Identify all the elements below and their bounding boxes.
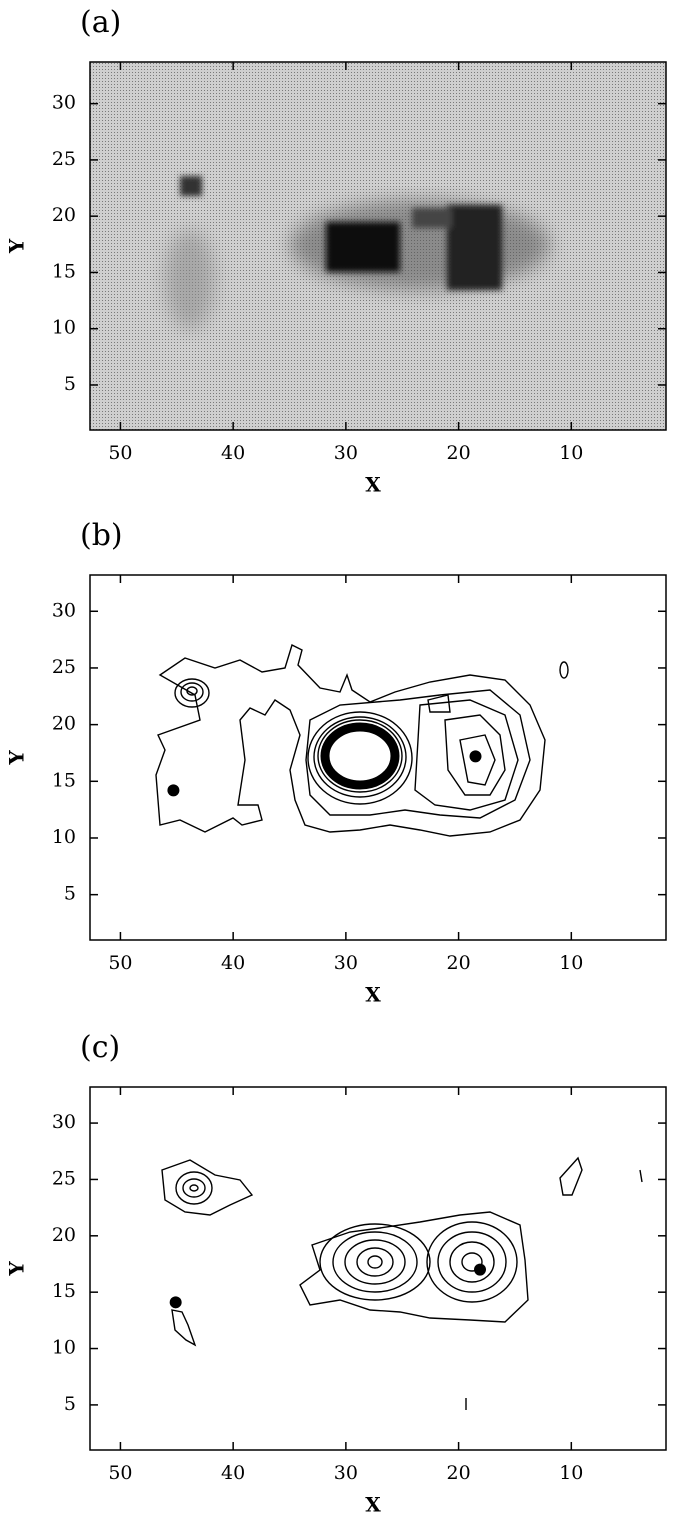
x-tick-label: 30	[334, 442, 358, 464]
x-tick-label: 30	[334, 1462, 358, 1484]
panel-label: (c)	[80, 1030, 120, 1065]
panel-label: (a)	[80, 5, 121, 40]
x-tick-label: 10	[559, 952, 583, 974]
y-tick-label: 5	[64, 883, 76, 905]
x-tick-label: 50	[108, 1462, 132, 1484]
x-tick-label: 20	[447, 442, 471, 464]
y-tick-label: 15	[52, 769, 76, 791]
y-tick-label: 30	[52, 1111, 76, 1133]
y-axis-label: Y	[5, 750, 29, 766]
x-tick-label: 50	[108, 442, 132, 464]
marker	[167, 784, 179, 796]
y-tick-label: 10	[52, 1337, 76, 1359]
y-tick-label: 5	[64, 1393, 76, 1415]
x-tick-label: 20	[447, 952, 471, 974]
x-tick-label: 10	[559, 1462, 583, 1484]
x-tick-label: 20	[447, 1462, 471, 1484]
image-field	[90, 62, 666, 430]
y-tick-label: 10	[52, 826, 76, 848]
x-tick-label: 40	[221, 952, 245, 974]
y-tick-label: 30	[52, 599, 76, 621]
panel-label: (b)	[80, 518, 123, 553]
y-axis-label: Y	[5, 1261, 29, 1277]
plot-frame	[90, 1087, 666, 1450]
y-tick-label: 25	[52, 1167, 76, 1189]
x-tick-label: 40	[221, 442, 245, 464]
y-tick-label: 20	[52, 204, 76, 226]
x-axis-label: X	[365, 1493, 381, 1516]
x-tick-label: 30	[334, 952, 358, 974]
y-tick-label: 20	[52, 713, 76, 735]
y-tick-label: 25	[52, 656, 76, 678]
y-tick-label: 20	[52, 1224, 76, 1246]
marker	[170, 1296, 182, 1308]
contours	[162, 1158, 642, 1410]
x-axis-label: X	[365, 473, 381, 497]
marker	[470, 750, 482, 762]
contours	[156, 645, 568, 836]
y-tick-label: 15	[52, 260, 76, 282]
x-axis-label: X	[365, 983, 381, 1007]
y-tick-label: 15	[52, 1280, 76, 1302]
x-tick-label: 40	[221, 1462, 245, 1484]
y-tick-label: 30	[52, 92, 76, 114]
y-tick-label: 25	[52, 148, 76, 170]
y-axis-label: Y	[5, 238, 29, 254]
x-tick-label: 50	[108, 952, 132, 974]
y-tick-label: 10	[52, 317, 76, 339]
figure: (a) X Y 50 40 30 20 10 5 10 15 20 25 30 (b) X Y 50 40 30 20 1…	[0, 0, 677, 1516]
marker	[474, 1264, 486, 1276]
x-tick-label: 10	[559, 442, 583, 464]
y-tick-label: 5	[64, 373, 76, 395]
